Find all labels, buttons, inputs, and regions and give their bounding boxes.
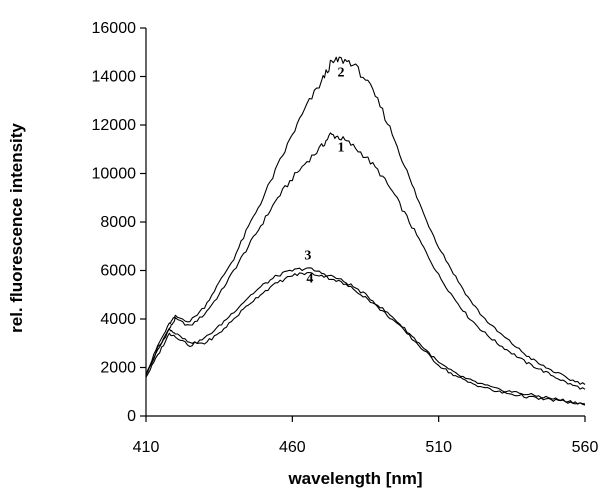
x-tick-label: 460 (279, 439, 306, 456)
x-tick-label: 410 (133, 439, 160, 456)
series-label-2: 2 (338, 66, 345, 81)
series-label-4: 4 (306, 272, 313, 287)
y-ticks: 0 2000 4000 6000 8000 10000 12000 14000 16000 (92, 20, 146, 425)
y-axis-title: rel. fluorescence intensity (7, 123, 26, 333)
series-line-3 (145, 267, 586, 405)
y-tick-label: 10000 (92, 166, 137, 183)
series-label-3: 3 (304, 249, 311, 264)
x-ticks: 410 460 510 560 (133, 416, 599, 456)
y-tick-label: 2000 (100, 360, 136, 377)
y-tick-label: 8000 (100, 214, 136, 231)
y-tick-label: 6000 (100, 263, 136, 280)
y-tick-label: 16000 (92, 20, 137, 37)
y-tick-label: 0 (127, 408, 136, 425)
x-tick-label: 560 (572, 439, 599, 456)
x-tick-label: 510 (425, 439, 452, 456)
y-tick-label: 14000 (92, 69, 137, 86)
x-axis-title: wavelength [nm] (287, 469, 422, 488)
series-line-1 (145, 132, 586, 390)
y-tick-label: 12000 (92, 117, 137, 134)
series-line-4 (145, 271, 586, 406)
series-labels: 1 2 3 4 (304, 66, 344, 287)
y-tick-label: 4000 (100, 311, 136, 328)
plot-area (145, 56, 586, 406)
series-label-1: 1 (338, 141, 345, 156)
series-line-2 (145, 56, 586, 385)
